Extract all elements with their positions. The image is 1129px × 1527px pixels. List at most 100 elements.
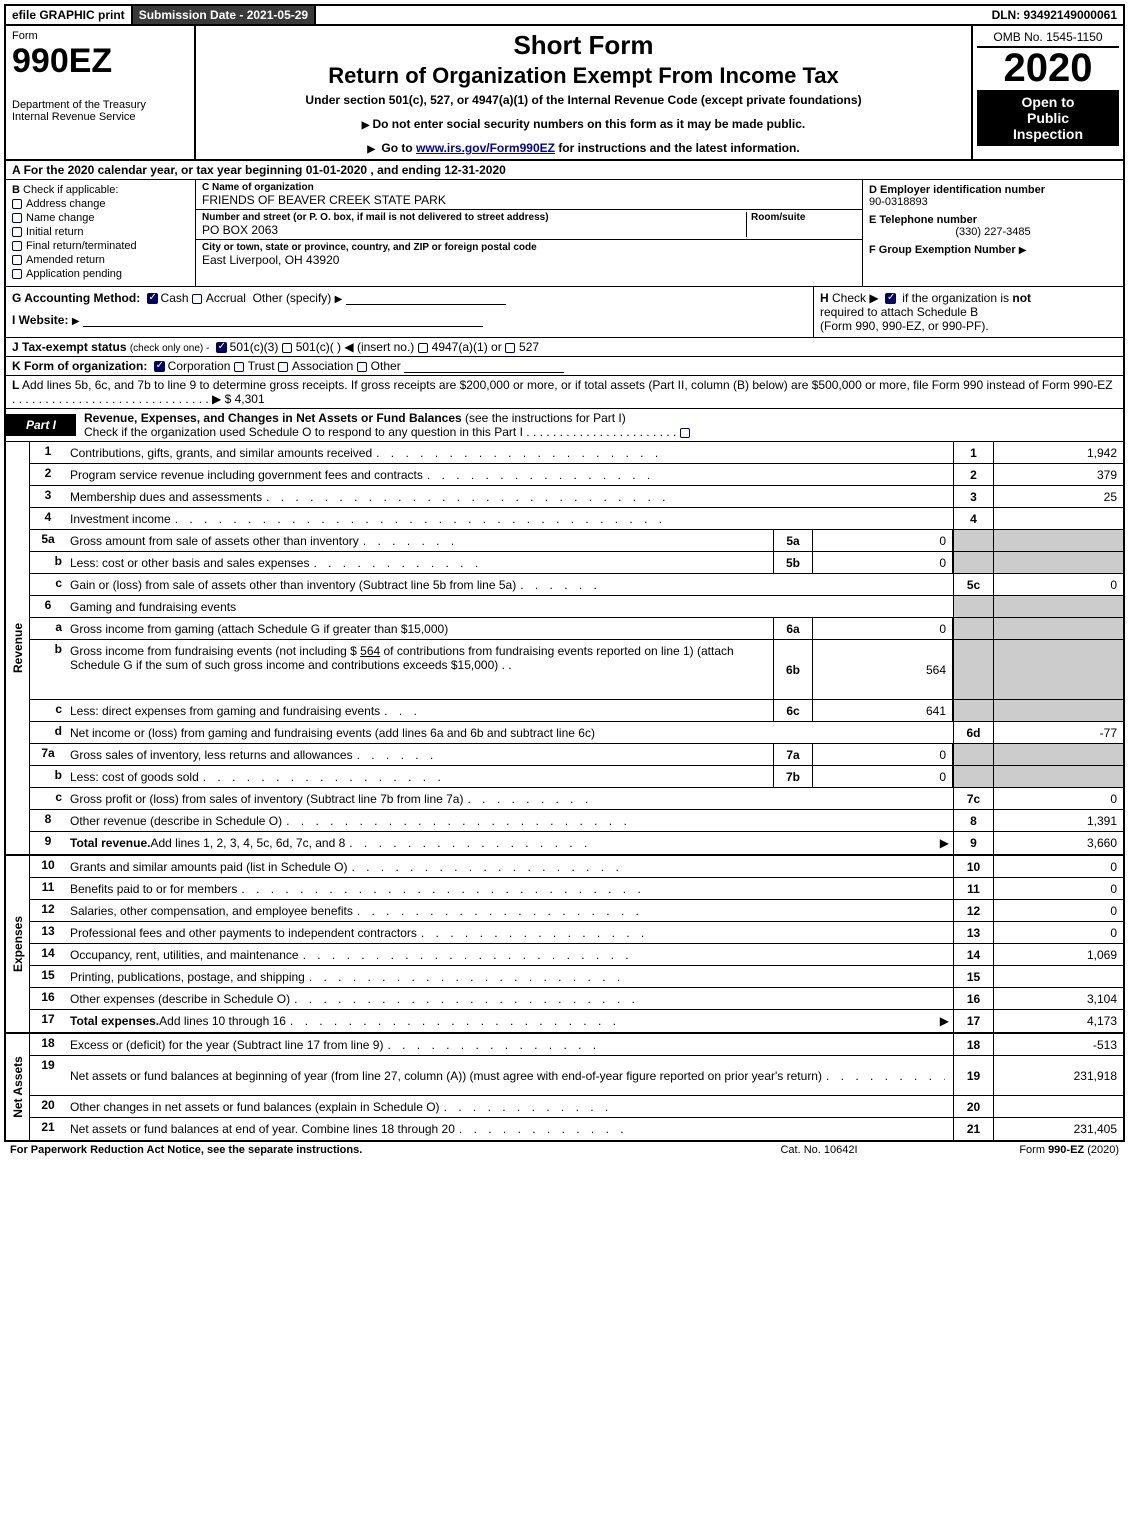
section-bcdef: B Check if applicable: Address change Na… (4, 180, 1125, 287)
col-c: C Name of organization FRIENDS OF BEAVER… (196, 180, 863, 286)
line-key: 4 (953, 508, 993, 529)
checkbox-other-org[interactable] (357, 362, 367, 372)
j-note: (check only one) - (130, 343, 209, 354)
line-key: 13 (953, 922, 993, 943)
line-num: d (30, 722, 66, 743)
inspection-box: Open to Public Inspection (977, 90, 1119, 146)
checkbox-schedule-o[interactable] (680, 428, 690, 438)
e-tel-label: E Telephone number (869, 214, 977, 226)
c-city-label: City or town, state or province, country… (202, 242, 856, 253)
line-key: 20 (953, 1096, 993, 1117)
inspect-1: Open to (979, 94, 1117, 110)
dots: . . . . . . . . . . . . . . . . . . . . … (526, 425, 679, 439)
footer-center: Cat. No. 10642I (719, 1144, 919, 1156)
dots: . . . . . . . . . . . . . . . . . . . . … (309, 970, 945, 984)
checkbox-trust[interactable] (234, 362, 244, 372)
line-key: 9 (953, 832, 993, 854)
line-6: 6 Gaming and fundraising events (30, 596, 1123, 618)
h-text2: if the organization is (902, 291, 1009, 305)
line-5c: c Gain or (loss) from sale of assets oth… (30, 574, 1123, 596)
gray-cell (953, 552, 993, 573)
checkbox-h[interactable] (885, 293, 896, 304)
col-b: B Check if applicable: Address change Na… (6, 180, 196, 286)
goto-link[interactable]: www.irs.gov/Form990EZ (416, 141, 555, 155)
checkbox-accrual[interactable] (192, 294, 202, 304)
line-desc: Gross amount from sale of assets other t… (70, 534, 359, 548)
line-desc: Less: cost or other basis and sales expe… (70, 556, 309, 570)
dots: . . . . . . . . . . . . . . . . . (203, 770, 765, 784)
submission-date-button[interactable]: Submission Date - 2021-05-29 (133, 6, 316, 24)
form-header: Form 990EZ Department of the Treasury In… (4, 26, 1125, 161)
line-val: 0 (993, 856, 1123, 877)
line-6c: c Less: direct expenses from gaming and … (30, 700, 1123, 722)
tel-value: (330) 227-3485 (869, 226, 1117, 238)
footer-right-post: (2020) (1084, 1144, 1119, 1156)
irs-label: Internal Revenue Service (12, 111, 188, 123)
gray-cell (993, 700, 1123, 721)
ein-value: 90-0318893 (869, 196, 928, 208)
checkbox-501c[interactable] (282, 343, 292, 353)
checkbox-501c3[interactable] (216, 342, 227, 353)
form-word: Form (12, 30, 188, 42)
line-num: 5a (30, 530, 66, 551)
arrow-icon (335, 291, 343, 305)
line-13: 13 Professional fees and other payments … (30, 922, 1123, 944)
line-val: 0 (993, 574, 1123, 595)
h-text3: required to attach Schedule B (820, 305, 978, 319)
part1-title-block: Revenue, Expenses, and Changes in Net As… (76, 409, 1123, 441)
checkbox-initial-return[interactable] (12, 227, 22, 237)
line-7a: 7a Gross sales of inventory, less return… (30, 744, 1123, 766)
h-text1: Check (832, 291, 866, 305)
line-desc: Other expenses (describe in Schedule O) (70, 992, 290, 1006)
line-val (993, 508, 1123, 529)
other-org-input[interactable] (404, 361, 564, 373)
line-key: 15 (953, 966, 993, 987)
line-num: b (30, 766, 66, 787)
line-val: 1,391 (993, 810, 1123, 831)
expenses-lines: 10 Grants and similar amounts paid (list… (30, 856, 1123, 1032)
other-specify-input[interactable] (346, 293, 506, 305)
g-block: G Accounting Method: Cash Accrual Other … (6, 287, 813, 337)
checkbox-corporation[interactable] (154, 361, 165, 372)
header-right: OMB No. 1545-1150 2020 Open to Public In… (973, 26, 1123, 159)
dots: . . . . . . . . . . . . . . . . . . . . … (12, 392, 212, 406)
part1-check-line: Check if the organization used Schedule … (84, 425, 523, 439)
checkbox-4947[interactable] (418, 343, 428, 353)
gray-cell (953, 744, 993, 765)
opt-cash: Cash (161, 291, 189, 305)
line-desc: Grants and similar amounts paid (list in… (70, 860, 347, 874)
short-form-title: Short Form (202, 30, 965, 61)
checkbox-cash[interactable] (147, 293, 158, 304)
line-desc: Gross income from gaming (attach Schedul… (70, 622, 448, 636)
line-val: 25 (993, 486, 1123, 507)
line-num: 21 (30, 1118, 66, 1140)
footer-right-pre: Form (1019, 1144, 1048, 1156)
checkbox-name-change[interactable] (12, 213, 22, 223)
dots: . . . . . . . . . . . . (459, 1122, 945, 1136)
dots: . . . . . . . . . . . . . . . . . . . . … (266, 490, 945, 504)
row-k: K Form of organization: Corporation Trus… (4, 357, 1125, 376)
dots: . . . . . . . . . . . . . . . . (427, 468, 945, 482)
j-o2b: (insert no.) (357, 340, 414, 354)
a-label: A (12, 163, 20, 177)
line-desc: Printing, publications, postage, and shi… (70, 970, 305, 984)
checkbox-address-change[interactable] (12, 199, 22, 209)
website-input[interactable] (83, 315, 483, 327)
line-mval: 0 (813, 766, 953, 787)
goto-note: Go to www.irs.gov/Form990EZ for instruct… (202, 141, 965, 155)
line-val: 3,660 (993, 832, 1123, 854)
checkbox-527[interactable] (505, 343, 515, 353)
h-label: H (820, 291, 829, 305)
line-key: 19 (953, 1056, 993, 1095)
checkbox-application-pending[interactable] (12, 269, 22, 279)
line-desc2: Add lines 10 through 16 (159, 1014, 286, 1028)
checkbox-association[interactable] (278, 362, 288, 372)
line-mval: 641 (813, 700, 953, 721)
line-key: 3 (953, 486, 993, 507)
line-num: 18 (30, 1034, 66, 1055)
checkbox-amended-return[interactable] (12, 255, 22, 265)
part1-header: Part I Revenue, Expenses, and Changes in… (4, 409, 1125, 442)
line-desc-bold: Total revenue. (70, 836, 150, 850)
checkbox-final-return[interactable] (12, 241, 22, 251)
top-bar: efile GRAPHIC print Submission Date - 20… (4, 4, 1125, 26)
